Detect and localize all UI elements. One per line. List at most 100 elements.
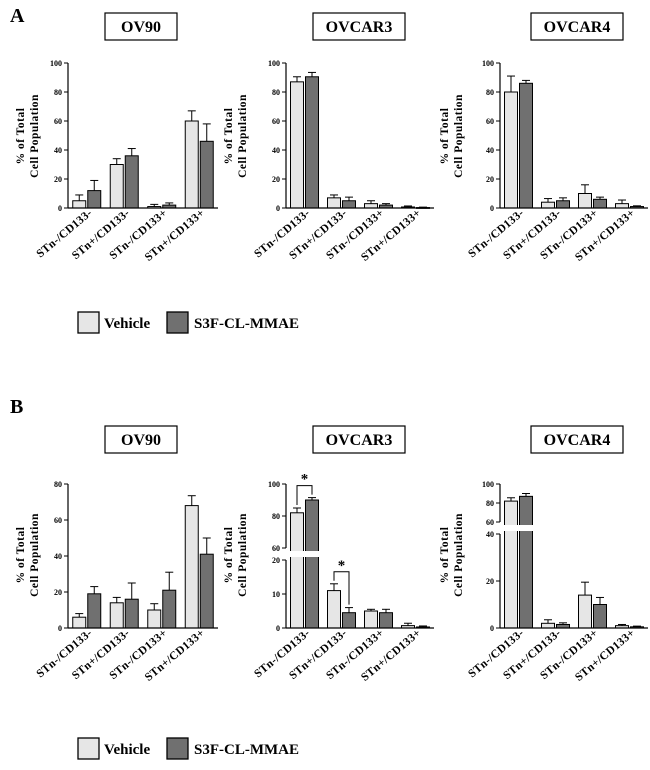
bar-treated-1 — [519, 82, 533, 209]
bar-treated-2 — [556, 200, 570, 209]
legend-treated-swatch — [166, 311, 189, 334]
y-tick-label: 60 — [272, 544, 280, 553]
y-tick-label: 100 — [482, 480, 494, 489]
bar-vehicle-1 — [504, 91, 518, 209]
significance-star: * — [338, 558, 346, 574]
bar-treated-1 — [87, 190, 102, 209]
chart-a3-ylabel: % of Total Cell Population — [439, 94, 465, 178]
chart-b2-title: OVCAR3 — [312, 425, 406, 454]
chart-a1-ov90: 020406080100STn-/CD133-STn+/CD133-STn-/C… — [35, 59, 218, 264]
bar-vehicle-3 — [364, 203, 378, 209]
chart-b2-ylabel: % of Total Cell Population — [223, 513, 249, 597]
chart-a1-title: OV90 — [104, 12, 178, 41]
y-tick-label: 100 — [482, 59, 494, 68]
legend-treated-label: S3F-CL-MMAE — [194, 316, 299, 332]
ylabel-line-1: % of Total — [223, 527, 235, 584]
significance-star: * — [301, 472, 309, 488]
y-tick-label: 0 — [276, 204, 280, 213]
significance-bracket — [333, 571, 350, 605]
chart-b3-title: OVCAR4 — [530, 425, 624, 454]
bar-vehicle-2 — [541, 201, 555, 209]
y-tick-label: 80 — [486, 88, 494, 97]
y-tick-label: 0 — [490, 204, 494, 213]
chart-b3-ovcar4: 020406080100STn-/CD133-STn+/CD133-STn-/C… — [466, 480, 650, 684]
ylabel-line-2: Cell Population — [237, 513, 249, 597]
y-tick-label: 80 — [272, 512, 280, 521]
axis-break-gap — [480, 525, 650, 531]
chart-a2-title-text: OVCAR3 — [326, 19, 393, 36]
ylabel-line-2: Cell Population — [29, 94, 41, 178]
chart-a3-title-text: OVCAR4 — [544, 19, 611, 36]
ylabel-line-1: % of Total — [15, 108, 27, 165]
chart-a2-title: OVCAR3 — [312, 12, 406, 41]
ylabel-line-2: Cell Population — [453, 94, 465, 178]
chart-b1-ylabel: % of Total Cell Population — [15, 513, 41, 597]
bar-treated-2 — [124, 598, 139, 629]
ylabel-line-2: Cell Population — [453, 513, 465, 597]
bar-vehicle-1 — [72, 616, 87, 629]
bar-treated-1 — [305, 499, 319, 629]
bar-vehicle-1 — [290, 512, 304, 629]
ylabel-line-1: % of Total — [439, 527, 451, 584]
legend-a: Vehicle S3F-CL-MMAE — [77, 311, 299, 334]
bar-treated-3 — [593, 604, 607, 629]
bar-treated-4 — [199, 553, 214, 629]
ylabel-line-2: Cell Population — [29, 513, 41, 597]
panel-a-letter: A — [10, 5, 25, 27]
chart-a3-ovcar4: 020406080100STn-/CD133-STn+/CD133-STn-/C… — [466, 59, 648, 264]
bar-treated-1 — [305, 76, 319, 209]
ylabel-line-1: % of Total — [15, 527, 27, 584]
bar-treated-3 — [379, 612, 393, 629]
y-tick-label: 100 — [268, 480, 280, 489]
chart-a1-ylabel: % of Total Cell Population — [15, 94, 41, 178]
y-tick-label: 20 — [486, 577, 494, 586]
chart-b2-ovcar3: 010206080100STn-/CD133-STn+/CD133-STn-/C… — [252, 472, 436, 684]
y-tick-label: 60 — [486, 518, 494, 527]
bar-vehicle-1 — [504, 500, 518, 629]
chart-b1-title: OV90 — [104, 425, 178, 454]
y-tick-label: 80 — [54, 88, 62, 97]
chart-a1-title-text: OV90 — [121, 19, 161, 36]
y-tick-label: 40 — [272, 146, 280, 155]
panel-b-letter: B — [10, 396, 23, 418]
legend-vehicle-label: Vehicle — [104, 316, 150, 332]
bar-vehicle-2 — [109, 602, 124, 629]
legend-treated-label: S3F-CL-MMAE — [194, 742, 299, 758]
chart-a2-ylabel: % of Total Cell Population — [223, 94, 249, 178]
bar-vehicle-2 — [327, 590, 341, 629]
legend-vehicle-label: Vehicle — [104, 742, 150, 758]
y-tick-label: 80 — [54, 480, 62, 489]
y-tick-label: 0 — [58, 204, 62, 213]
y-tick-label: 40 — [486, 146, 494, 155]
y-tick-label: 20 — [272, 556, 280, 565]
bar-vehicle-2 — [327, 197, 341, 209]
chart-a3-title: OVCAR4 — [530, 12, 624, 41]
bar-vehicle-4 — [184, 505, 199, 629]
bar-vehicle-2 — [109, 164, 124, 209]
bar-vehicle-3 — [578, 193, 592, 209]
chart-a2-ovcar3: 020406080100STn-/CD133-STn+/CD133-STn-/C… — [252, 59, 434, 264]
y-tick-label: 100 — [268, 59, 280, 68]
bar-vehicle-1 — [72, 200, 87, 209]
y-tick-label: 20 — [54, 175, 62, 184]
chart-b1-title-text: OV90 — [121, 432, 161, 449]
y-tick-label: 0 — [276, 624, 280, 633]
legend-vehicle-swatch — [77, 311, 100, 334]
significance-bracket — [296, 485, 313, 505]
bar-treated-3 — [593, 198, 607, 209]
ylabel-line-1: % of Total — [439, 108, 451, 165]
y-tick-label: 40 — [54, 146, 62, 155]
y-tick-label: 20 — [54, 588, 62, 597]
y-tick-label: 60 — [54, 117, 62, 126]
y-tick-label: 60 — [486, 117, 494, 126]
bar-treated-2 — [124, 155, 139, 209]
y-tick-label: 100 — [50, 59, 62, 68]
y-tick-label: 0 — [58, 624, 62, 633]
bar-vehicle-3 — [364, 610, 378, 629]
bar-treated-2 — [342, 612, 356, 629]
ylabel-line-2: Cell Population — [237, 94, 249, 178]
y-tick-label: 10 — [272, 590, 280, 599]
axis-break-gap — [266, 551, 436, 557]
bar-vehicle-2 — [541, 622, 555, 629]
y-tick-label: 40 — [54, 552, 62, 561]
